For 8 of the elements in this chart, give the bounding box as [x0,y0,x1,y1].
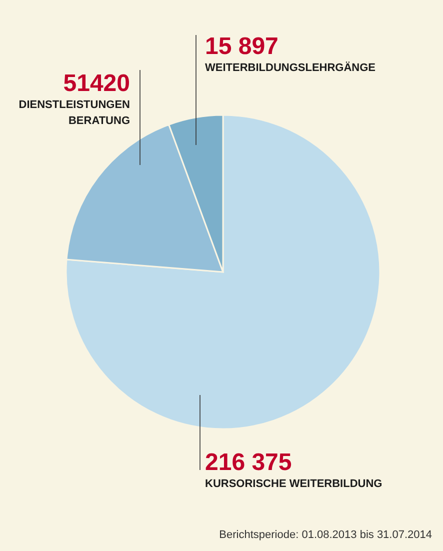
slice-label: KURSORISCHE WEITERBILDUNG [205,478,382,490]
data-label: 51420 [63,70,130,97]
slice-label: DIENSTLEISTUNGEN BERATUNG [18,99,130,127]
data-label: 15 897 [205,33,278,60]
slice-label: WEITERBILDUNGSLEHRGÄNGE [205,61,376,74]
pie-slice [65,114,381,430]
text: Berichtsperiode: 01.08.2013 bis 31.07.2014 [219,529,432,541]
data-label: 216 375 [205,449,292,476]
